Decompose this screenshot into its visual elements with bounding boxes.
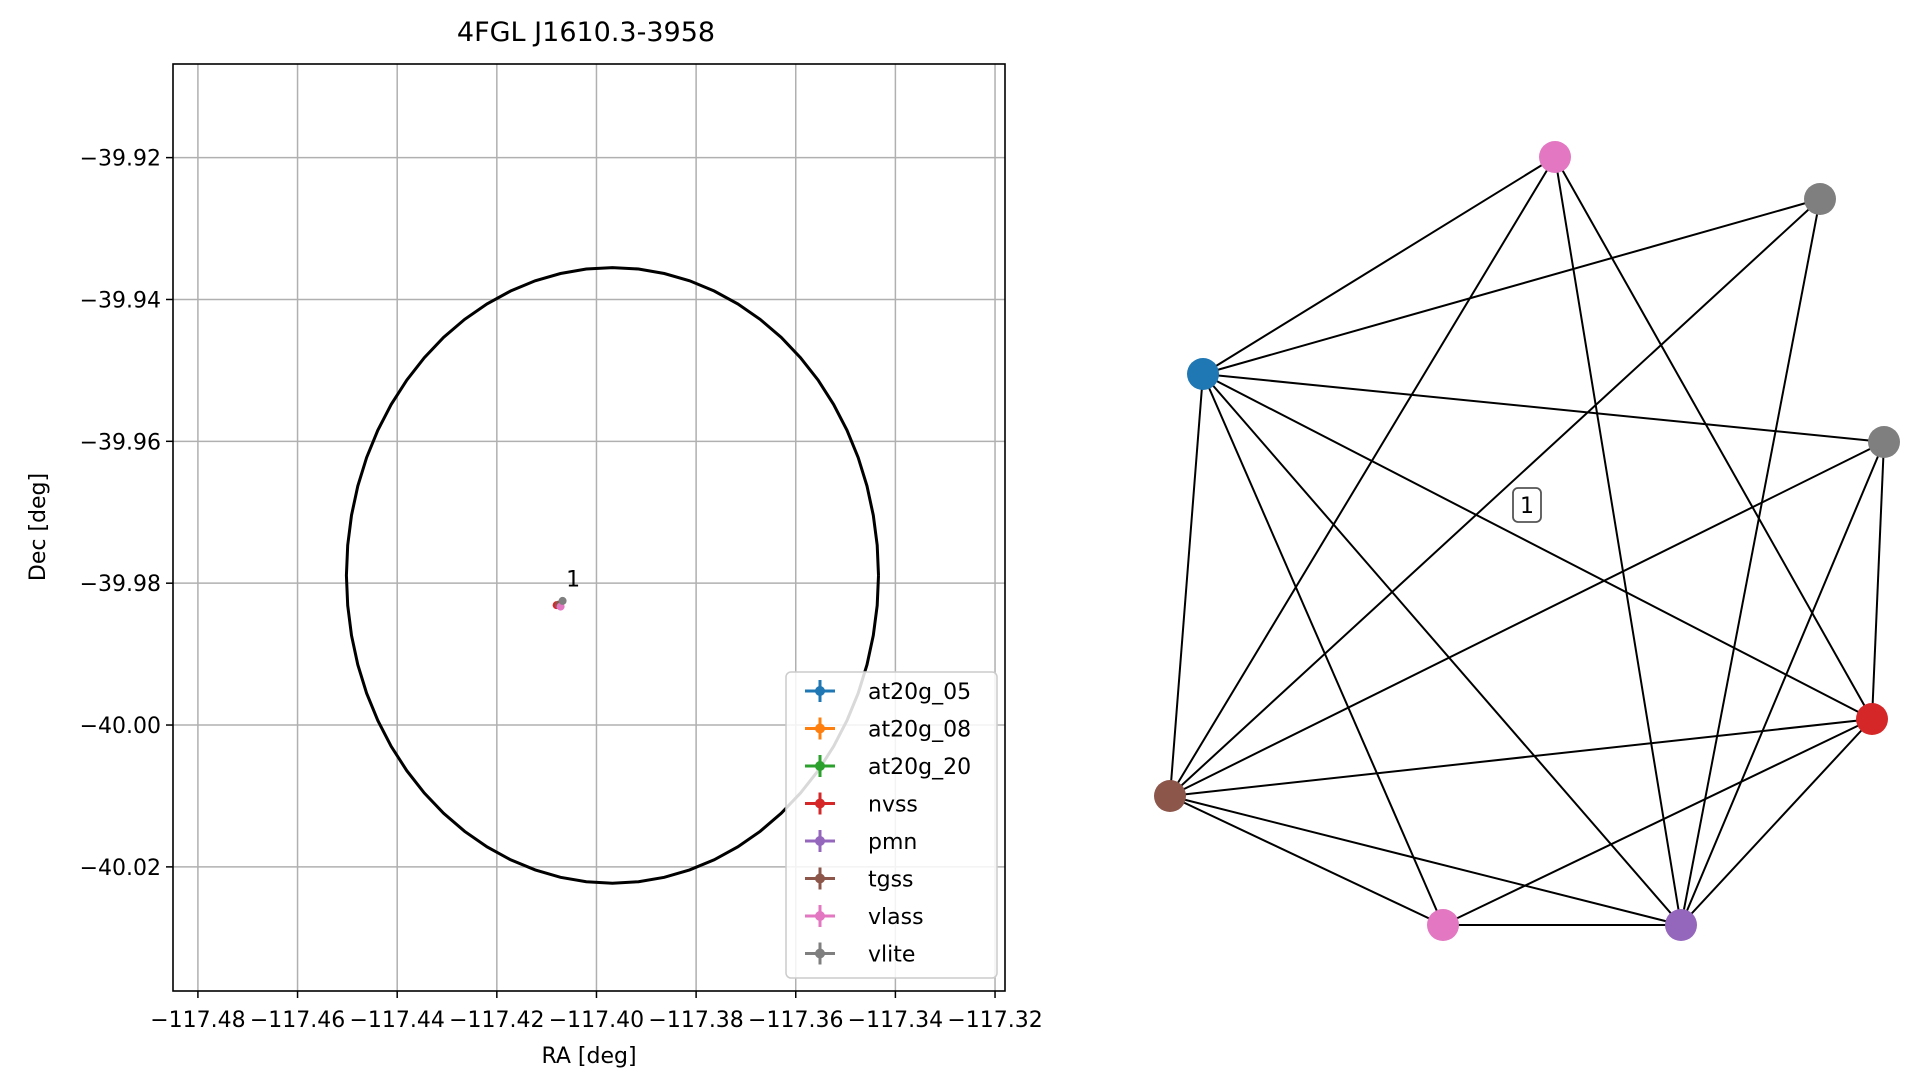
y-tick-label: −39.92 — [80, 147, 161, 172]
source-annotation: 1 — [566, 568, 580, 593]
legend-item-vlite: vlite — [805, 942, 915, 968]
node-n_pmn — [1665, 909, 1697, 941]
edge-n_vlite_top-n_tgss — [1169, 198, 1821, 797]
legend-box — [785, 671, 998, 979]
node-n_nvss — [1856, 703, 1888, 735]
legend-label: at20g_08 — [868, 718, 971, 743]
edge-n_at20g-n_nvss — [1202, 373, 1873, 720]
node-n_vlite_right — [1868, 426, 1900, 458]
x-tick-label: −117.36 — [748, 1008, 843, 1033]
x-tick-label: −117.34 — [848, 1008, 943, 1033]
edge-n_vlite_right-n_nvss — [1871, 441, 1885, 720]
x-tick-label: −117.46 — [250, 1008, 345, 1033]
y-tick-label: −39.96 — [80, 430, 161, 455]
edge-n_vlass_bottom-n_nvss — [1442, 718, 1873, 926]
legend-item-at20g_05: at20g_05 — [805, 680, 971, 705]
legend-label: vlass — [868, 905, 924, 930]
node-n_vlite_top — [1804, 183, 1836, 215]
legend-label: pmn — [868, 830, 917, 855]
legend-label: at20g_05 — [868, 680, 971, 705]
x-tick-label: −117.42 — [449, 1008, 544, 1033]
y-tick-label: −39.98 — [80, 572, 161, 597]
node-n_vlass_bottom — [1427, 909, 1459, 941]
legend-item-at20g_08: at20g_08 — [805, 717, 971, 743]
graph-nodes — [1154, 141, 1900, 941]
edge-n_pmn-n_nvss — [1680, 718, 1873, 926]
graph-label-text: 1 — [1520, 494, 1534, 519]
association-graph: 1 — [1154, 141, 1900, 941]
legend-item-tgss: tgss — [805, 867, 914, 893]
edge-n_at20g-n_vlite_right — [1202, 373, 1885, 443]
axes-frame — [172, 63, 1006, 992]
edge-n_vlite_right-n_tgss — [1169, 441, 1885, 797]
localization-ellipse — [344, 266, 880, 885]
legend-marker-dot — [815, 761, 825, 771]
point-vlite — [558, 596, 567, 605]
x-tick-label: −117.38 — [648, 1008, 743, 1033]
legend-item-nvss: nvss — [805, 792, 918, 818]
edge-n_at20g-n_tgss — [1169, 373, 1204, 797]
x-tick-label: −117.40 — [549, 1008, 644, 1033]
edge-n_vlass_top-n_tgss — [1169, 156, 1556, 797]
edge-n_tgss-n_nvss — [1169, 718, 1873, 797]
edge-n_at20g-n_pmn — [1202, 373, 1682, 926]
edge-n_vlass_top-n_nvss — [1554, 156, 1873, 720]
legend-marker-dot — [815, 911, 825, 921]
legend-label: tgss — [868, 868, 914, 893]
x-axis-ticks: −117.48 −117.46 −117.44 −117.42 −117.40 −117.… — [150, 991, 1043, 1033]
legend-marker-dot — [815, 873, 825, 884]
y-tick-label: −40.00 — [80, 714, 161, 739]
legend-marker-dot — [815, 686, 825, 696]
x-axis-label: RA [deg] — [541, 1044, 636, 1069]
x-tick-label: −117.48 — [150, 1008, 245, 1033]
legend-label: vlite — [868, 943, 915, 968]
legend-marker-dot — [815, 948, 825, 959]
plot-title: 4FGL J1610.3-3958 — [457, 17, 715, 48]
graph-label: 1 — [1512, 487, 1542, 523]
sky-position-plot: 4FGL J1610.3-3958 1 −117.48 −117.46 −117.4… — [26, 17, 1043, 1069]
legend-item-vlass: vlass — [805, 905, 924, 930]
edge-n_vlass_top-n_pmn — [1554, 156, 1682, 926]
legend-marker-dot — [815, 723, 825, 734]
node-n_vlass_top — [1539, 141, 1571, 173]
y-tick-label: −40.02 — [80, 856, 161, 881]
legend-item-pmn: pmn — [805, 830, 917, 855]
y-axis-ticks: −39.92 −39.94 −39.96 −39.98 −40.00 −40.02 — [80, 147, 173, 881]
edge-n_at20g-n_vlass_bottom — [1202, 373, 1444, 926]
legend-marker-dot — [815, 836, 825, 846]
edge-n_tgss-n_vlass_bottom — [1169, 795, 1444, 926]
edge-n_vlite_top-n_pmn — [1680, 198, 1821, 926]
legend-marker-dot — [815, 798, 825, 809]
data-points — [552, 596, 567, 611]
node-n_tgss — [1154, 780, 1186, 812]
edge-n_tgss-n_pmn — [1169, 795, 1682, 926]
edge-n_at20g-n_vlass_top — [1202, 156, 1556, 375]
graph-edges — [1169, 156, 1885, 926]
legend-label: at20g_20 — [868, 755, 971, 780]
edge-n_at20g-n_vlite_top — [1202, 198, 1821, 375]
edge-n_vlite_right-n_pmn — [1680, 441, 1885, 926]
legend-item-at20g_20: at20g_20 — [805, 755, 971, 780]
legend-label: nvss — [868, 793, 918, 818]
y-tick-label: −39.94 — [80, 288, 161, 313]
y-axis-label: Dec [deg] — [26, 473, 51, 581]
x-tick-label: −117.44 — [349, 1008, 444, 1033]
x-tick-label: −117.32 — [947, 1008, 1042, 1033]
node-n_at20g — [1187, 358, 1219, 390]
